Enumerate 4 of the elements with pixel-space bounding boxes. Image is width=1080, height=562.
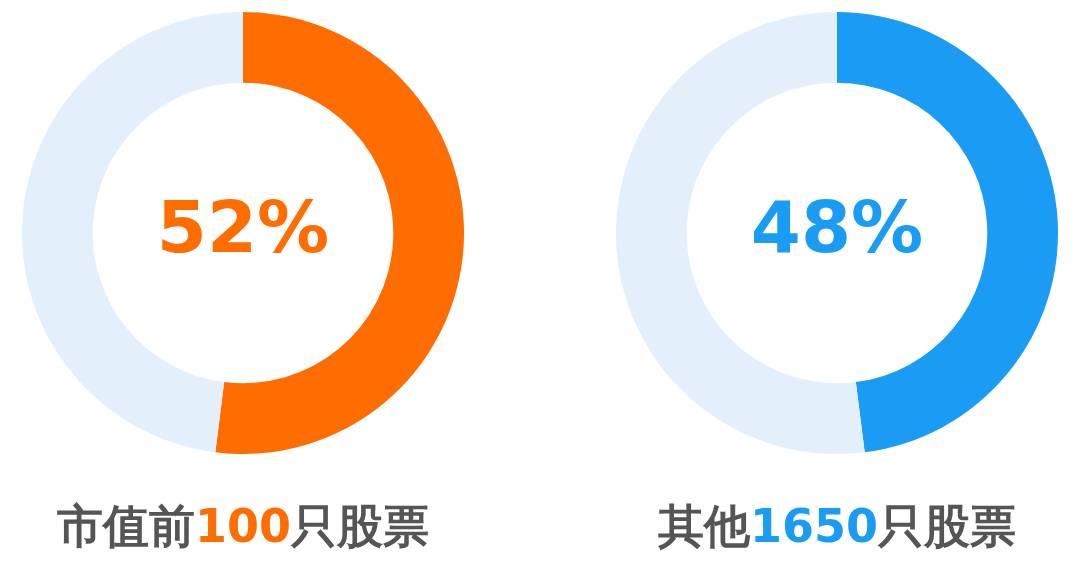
text: 其他1650只股票: [657, 499, 1017, 553]
text: 市值前100只股票: [56, 499, 430, 553]
data-label: 52%: [156, 184, 330, 269]
data-label: 48%: [750, 184, 924, 269]
